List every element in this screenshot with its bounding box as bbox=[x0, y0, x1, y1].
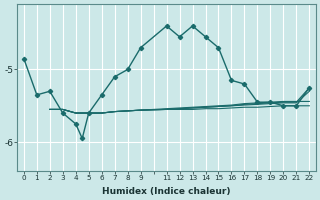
X-axis label: Humidex (Indice chaleur): Humidex (Indice chaleur) bbox=[102, 187, 231, 196]
